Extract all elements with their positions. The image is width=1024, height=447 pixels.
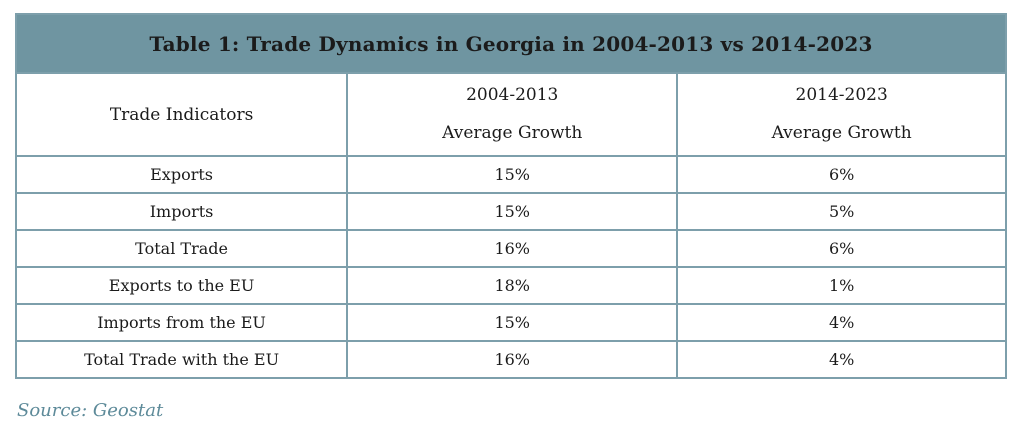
- table-row-imports: Imports 15% 5%: [14, 192, 1007, 231]
- table-header-row: Trade Indicators 2004-2013 Average Growt…: [14, 72, 1007, 157]
- table-title: Table 1: Trade Dynamics in Georgia in 20…: [15, 13, 1007, 74]
- indicator-cell: Exports: [14, 155, 349, 194]
- period2-value-cell: 6%: [676, 155, 1007, 194]
- period2-value-cell: 1%: [676, 266, 1007, 305]
- indicator-cell: Exports to the EU: [14, 266, 349, 305]
- trade-dynamics-table: Table 1: Trade Dynamics in Georgia in 20…: [14, 13, 1007, 379]
- table-title-row: Table 1: Trade Dynamics in Georgia in 20…: [15, 13, 1007, 74]
- source-note: Source: Geostat: [17, 400, 164, 421]
- period1-growth-label: Average Growth: [442, 123, 583, 143]
- table-row-total-trade-eu: Total Trade with the EU 16% 4%: [14, 340, 1007, 379]
- indicator-cell: Total Trade: [14, 229, 349, 268]
- period2-range-label: 2014-2023: [795, 85, 888, 106]
- period1-value-cell: 16%: [346, 340, 679, 379]
- period2-value-cell: 4%: [676, 303, 1007, 342]
- table-row-exports-eu: Exports to the EU 18% 1%: [14, 266, 1007, 305]
- period2-growth-label: Average Growth: [771, 123, 912, 143]
- period2-value-cell: 5%: [676, 192, 1007, 231]
- column-header-period1: 2004-2013 Average Growth: [346, 72, 679, 157]
- period2-value-cell: 6%: [676, 229, 1007, 268]
- indicator-cell: Imports from the EU: [14, 303, 349, 342]
- column-header-indicators: Trade Indicators: [14, 72, 349, 157]
- table-row-imports-eu: Imports from the EU 15% 4%: [14, 303, 1007, 342]
- table-row-total-trade: Total Trade 16% 6%: [14, 229, 1007, 268]
- table-row-exports: Exports 15% 6%: [14, 155, 1007, 194]
- period1-value-cell: 15%: [346, 155, 679, 194]
- period1-value-cell: 15%: [346, 303, 679, 342]
- period1-value-cell: 15%: [346, 192, 679, 231]
- column-header-period2: 2014-2023 Average Growth: [676, 72, 1007, 157]
- indicator-cell: Total Trade with the EU: [14, 340, 349, 379]
- indicator-cell: Imports: [14, 192, 349, 231]
- period1-value-cell: 18%: [346, 266, 679, 305]
- period1-range-label: 2004-2013: [466, 85, 559, 106]
- period1-value-cell: 16%: [346, 229, 679, 268]
- period2-value-cell: 4%: [676, 340, 1007, 379]
